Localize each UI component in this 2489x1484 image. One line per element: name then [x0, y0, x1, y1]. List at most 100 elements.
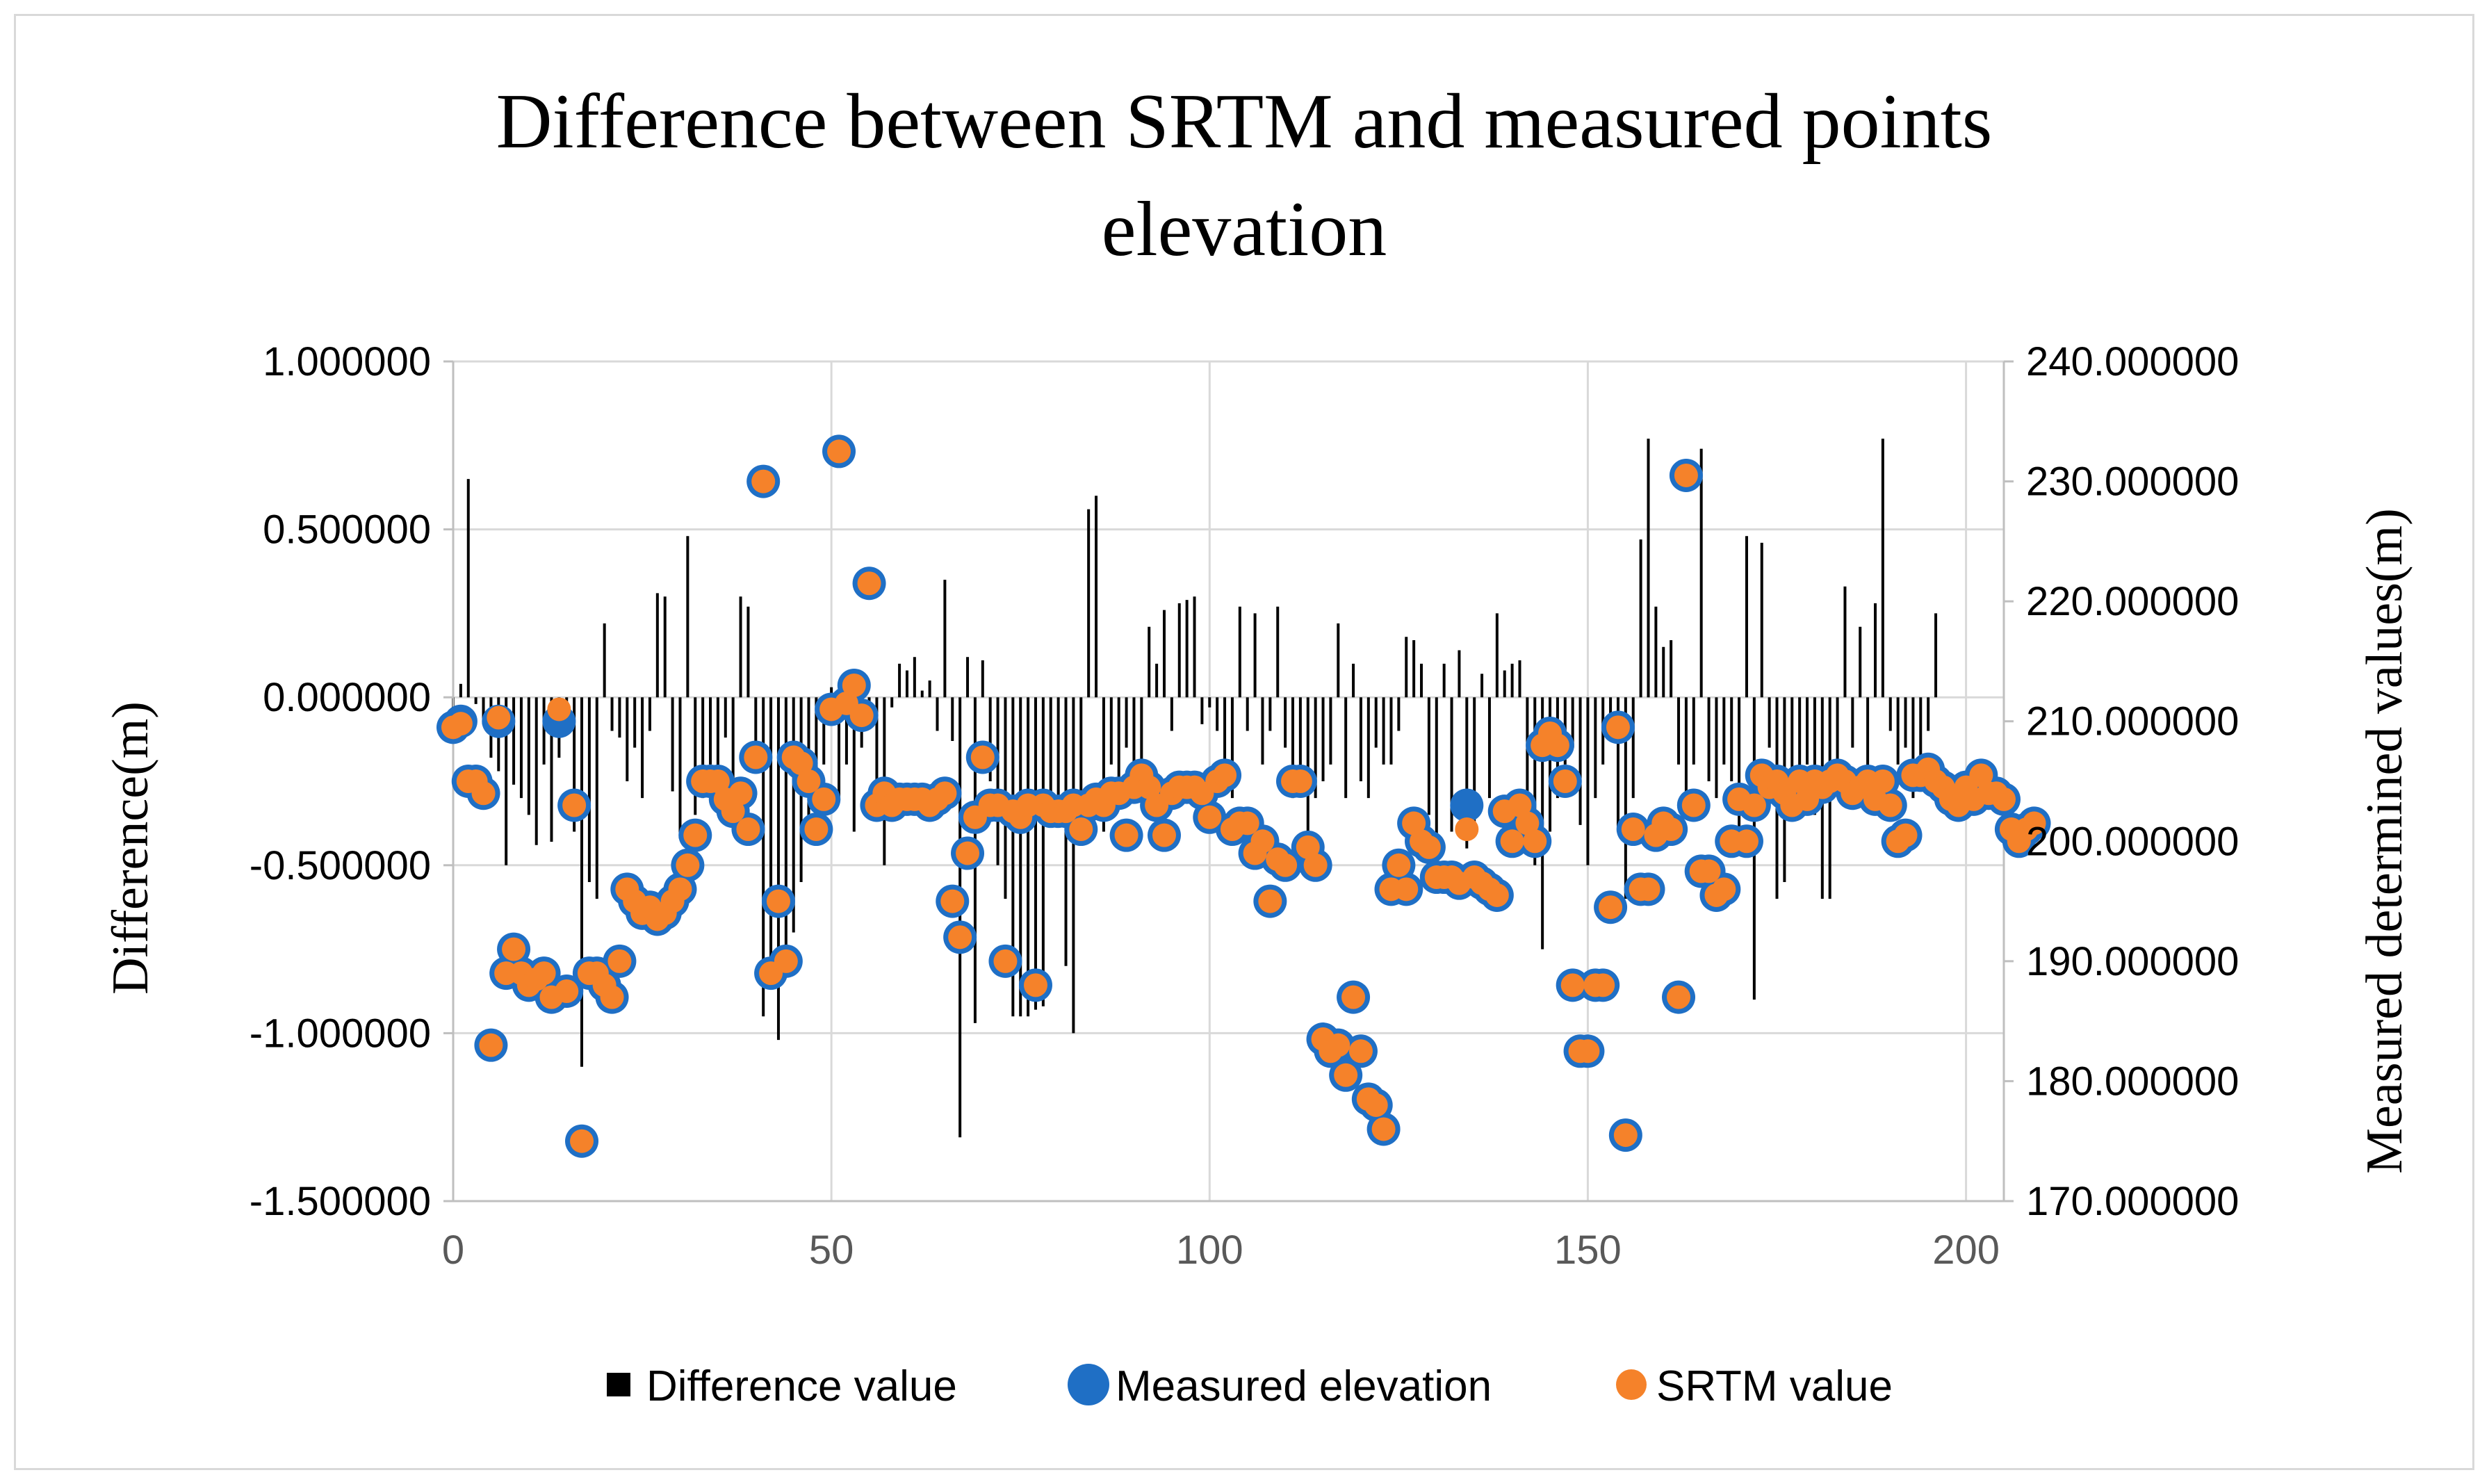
y-right-tick-label: 170.000000 — [2026, 1179, 2239, 1224]
tick-labels: 1.000000 0.500000 0.000000 -0.500000 -1.0000… — [250, 339, 2239, 1273]
srtm-point — [479, 1033, 503, 1057]
srtm-point — [744, 745, 768, 769]
srtm-point — [1258, 889, 1282, 913]
srtm-point — [1402, 811, 1426, 835]
srtm-point — [827, 439, 851, 464]
srtm-point — [1303, 853, 1328, 877]
srtm-point — [804, 817, 829, 842]
srtm-point — [1606, 715, 1630, 740]
srtm-point — [842, 673, 866, 697]
srtm-point — [1992, 787, 2016, 811]
srtm-point — [948, 925, 972, 949]
srtm-point — [1394, 877, 1419, 902]
srtm-point — [1591, 973, 1615, 997]
legend: Difference value Measured elevation SRTM… — [607, 1362, 1893, 1410]
y-right-tick-label: 210.000000 — [2026, 699, 2239, 744]
srtm-point — [555, 979, 579, 1003]
srtm-point — [1893, 823, 1918, 847]
srtm-point — [1659, 817, 1683, 842]
srtm-point — [1387, 853, 1411, 877]
srtm-point — [797, 769, 821, 793]
srtm-point — [1969, 763, 1993, 788]
srtm-point — [1870, 769, 1895, 793]
srtm-point — [1697, 859, 1721, 883]
srtm-point — [1137, 775, 1161, 799]
srtm-point — [1371, 1117, 1396, 1141]
srtm-value-points — [441, 439, 2046, 1153]
srtm-point — [789, 751, 813, 776]
x-tick-label: 100 — [1176, 1228, 1243, 1273]
x-tick-label: 0 — [442, 1228, 464, 1273]
srtm-point — [1235, 811, 1259, 835]
srtm-point — [1341, 985, 1366, 1009]
legend-label-srtm: SRTM value — [1656, 1362, 1893, 1410]
srtm-point — [849, 703, 874, 728]
srtm-point — [1023, 973, 1047, 997]
srtm-point — [751, 469, 776, 494]
y-left-tick-label: -1.000000 — [250, 1011, 431, 1056]
srtm-point — [607, 949, 632, 973]
y-axis-right-title: Measured determined values(m) — [2356, 508, 2413, 1174]
srtm-point — [705, 769, 730, 793]
srtm-point — [547, 697, 571, 721]
srtm-point — [857, 571, 881, 596]
srtm-point — [570, 1129, 594, 1153]
srtm-point — [1198, 805, 1222, 829]
srtm-point — [1636, 877, 1660, 902]
srtm-point — [1364, 1093, 1388, 1117]
srtm-point — [1326, 1033, 1350, 1057]
srtm-point — [1069, 817, 1093, 842]
srtm-point — [1560, 973, 1585, 997]
legend-swatch-difference — [607, 1373, 630, 1396]
srtm-point — [1348, 1039, 1373, 1063]
y-right-tick-label: 220.000000 — [2026, 579, 2239, 624]
chart-title-line2: elevation — [1102, 186, 1387, 272]
srtm-point — [993, 949, 1018, 973]
srtm-point — [736, 817, 760, 842]
srtm-point — [1273, 853, 1298, 877]
y-right-tick-label: 200.000000 — [2026, 819, 2239, 864]
srtm-point — [956, 841, 980, 865]
srtm-point — [1515, 811, 1540, 835]
srtm-point — [487, 706, 511, 730]
legend-label-difference: Difference value — [646, 1362, 957, 1410]
srtm-point — [970, 745, 995, 769]
y-right-tick-label: 230.000000 — [2026, 459, 2239, 505]
srtm-point — [728, 781, 753, 806]
srtm-point — [774, 949, 798, 973]
srtm-point — [562, 793, 587, 817]
chart-title-line1: Difference between SRTM and measured poi… — [496, 79, 1993, 165]
srtm-point — [2022, 811, 2046, 835]
srtm-point — [1417, 835, 1441, 859]
srtm-point — [1296, 835, 1320, 859]
x-tick-label: 50 — [809, 1228, 854, 1273]
srtm-point — [532, 961, 556, 986]
srtm-point — [1455, 817, 1479, 842]
srtm-point — [1250, 829, 1275, 854]
srtm-point — [1681, 793, 1706, 817]
x-tick-label: 200 — [1932, 1228, 2000, 1273]
y-left-tick-label: -1.500000 — [250, 1179, 431, 1224]
srtm-point — [600, 985, 624, 1009]
srtm-point — [1599, 895, 1623, 920]
srtm-point — [766, 889, 790, 913]
srtm-point — [1213, 763, 1237, 788]
srtm-point — [1576, 1039, 1600, 1063]
srtm-point — [1500, 829, 1524, 854]
legend-swatch-measured — [1068, 1364, 1109, 1405]
srtm-point — [721, 799, 745, 824]
srtm-point — [1545, 733, 1569, 758]
y-left-tick-label: -0.500000 — [250, 843, 431, 888]
y-right-tick-label: 180.000000 — [2026, 1059, 2239, 1104]
srtm-point — [1621, 817, 1645, 842]
srtm-point — [1734, 829, 1758, 854]
srtm-point — [502, 937, 526, 961]
srtm-point — [1613, 1123, 1638, 1148]
y-right-tick-label: 240.000000 — [2026, 339, 2239, 384]
y-left-tick-label: 1.000000 — [263, 339, 431, 384]
srtm-point — [668, 877, 692, 902]
srtm-point — [812, 787, 836, 811]
srtm-point — [683, 823, 708, 847]
srtm-point — [448, 712, 473, 736]
